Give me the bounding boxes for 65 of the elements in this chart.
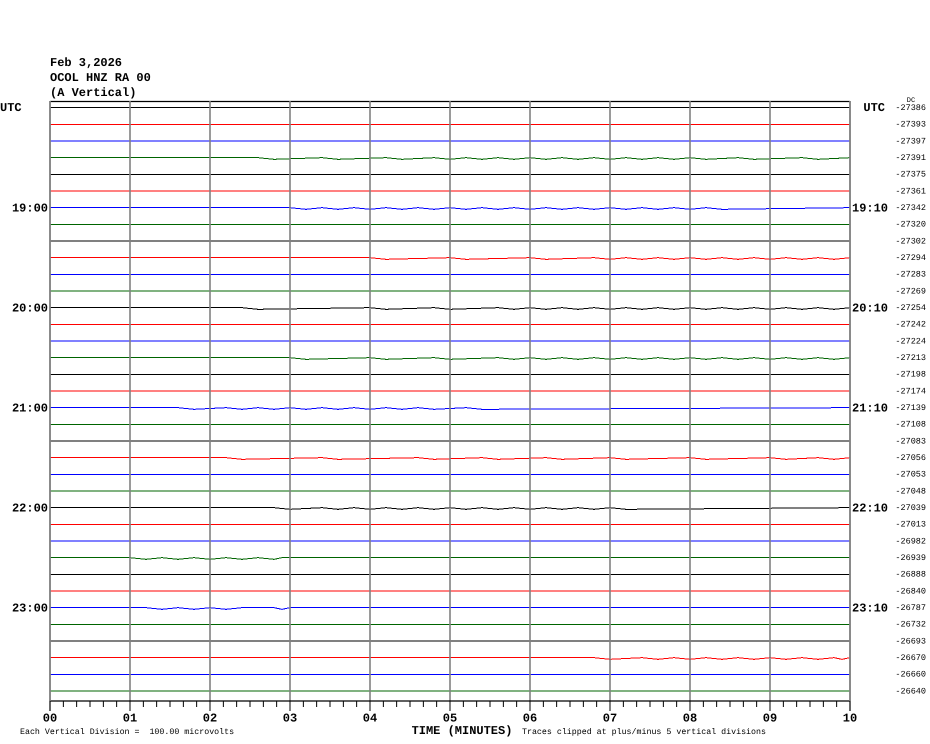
y2-axis-title: UTC [863, 101, 885, 116]
text: -27254 [895, 302, 926, 313]
x-tick-label: 02 [202, 712, 218, 726]
x-tick-label: 04 [362, 712, 378, 726]
text: -27056 [895, 452, 926, 463]
y2-tick-label: 23:10 [852, 602, 888, 616]
text: -26787 [895, 602, 926, 613]
text: -26888 [895, 570, 926, 580]
y-tick-label: 22:00 [12, 502, 48, 516]
text: -27242 [895, 320, 926, 330]
text: -27108 [895, 420, 926, 430]
y-axis-title: UTC [0, 101, 22, 116]
text: -27053 [895, 470, 926, 480]
x-tick-label: 08 [682, 712, 698, 726]
text: Each Vertical Division = 100.00 microvolts [20, 727, 234, 737]
text: -27302 [895, 236, 926, 246]
text: -27294 [895, 252, 926, 263]
text: -26640 [895, 686, 926, 696]
y2-tick-label: 22:10 [852, 502, 888, 516]
text: -27224 [895, 336, 926, 346]
text: -27320 [895, 220, 926, 230]
x-tick-label: 01 [122, 712, 138, 726]
x-axis-title: TIME (MINUTES) [412, 724, 512, 738]
x-tick-label: 00 [42, 712, 58, 726]
x-tick-label: 06 [522, 712, 538, 726]
text: Traces clipped at plus/minus 5 vertical divisions [522, 727, 766, 737]
x-tick-label: 07 [602, 712, 618, 726]
x-tick-label: 03 [282, 712, 298, 726]
text: -27048 [895, 486, 926, 496]
y2-tick-label: 19:10 [852, 202, 888, 216]
text: (A Vertical) [50, 86, 136, 100]
text: -26939 [895, 552, 926, 563]
text: -27213 [895, 352, 926, 363]
text: -27283 [895, 270, 926, 280]
y-tick-label: 23:00 [12, 602, 48, 616]
text: -26670 [895, 652, 926, 663]
text: -27375 [895, 170, 926, 180]
text: -27391 [895, 152, 926, 163]
y-tick-label: 20:00 [12, 302, 48, 316]
x-tick-label: 09 [762, 712, 778, 726]
text: -27269 [895, 286, 926, 296]
y-tick-label: 19:00 [12, 202, 48, 216]
text: -26660 [895, 670, 926, 680]
x-tick-label: 05 [442, 712, 458, 726]
text: -26732 [895, 620, 926, 630]
text: -27393 [895, 120, 926, 130]
text: -27039 [895, 502, 926, 513]
text: -27174 [895, 386, 926, 396]
text: -27397 [895, 136, 926, 146]
text: -27386 [895, 102, 926, 113]
text: -27013 [895, 520, 926, 530]
text: -26693 [895, 636, 926, 646]
y2-tick-label: 20:10 [852, 302, 888, 316]
text: -27342 [895, 202, 926, 213]
chart-subtitle: OCOL HNZ RA 00 [50, 71, 151, 85]
y2-tick-label: 21:10 [852, 402, 888, 416]
x-tick-label: 10 [842, 712, 858, 726]
text: -26840 [895, 586, 926, 596]
text: -27361 [895, 186, 926, 196]
text: -27198 [895, 370, 926, 380]
text: -26982 [895, 536, 926, 546]
text: -27083 [895, 436, 926, 446]
y-tick-label: 21:00 [12, 402, 48, 416]
text: -27139 [895, 402, 926, 413]
chart-title: Feb 3,2026 [50, 56, 122, 70]
